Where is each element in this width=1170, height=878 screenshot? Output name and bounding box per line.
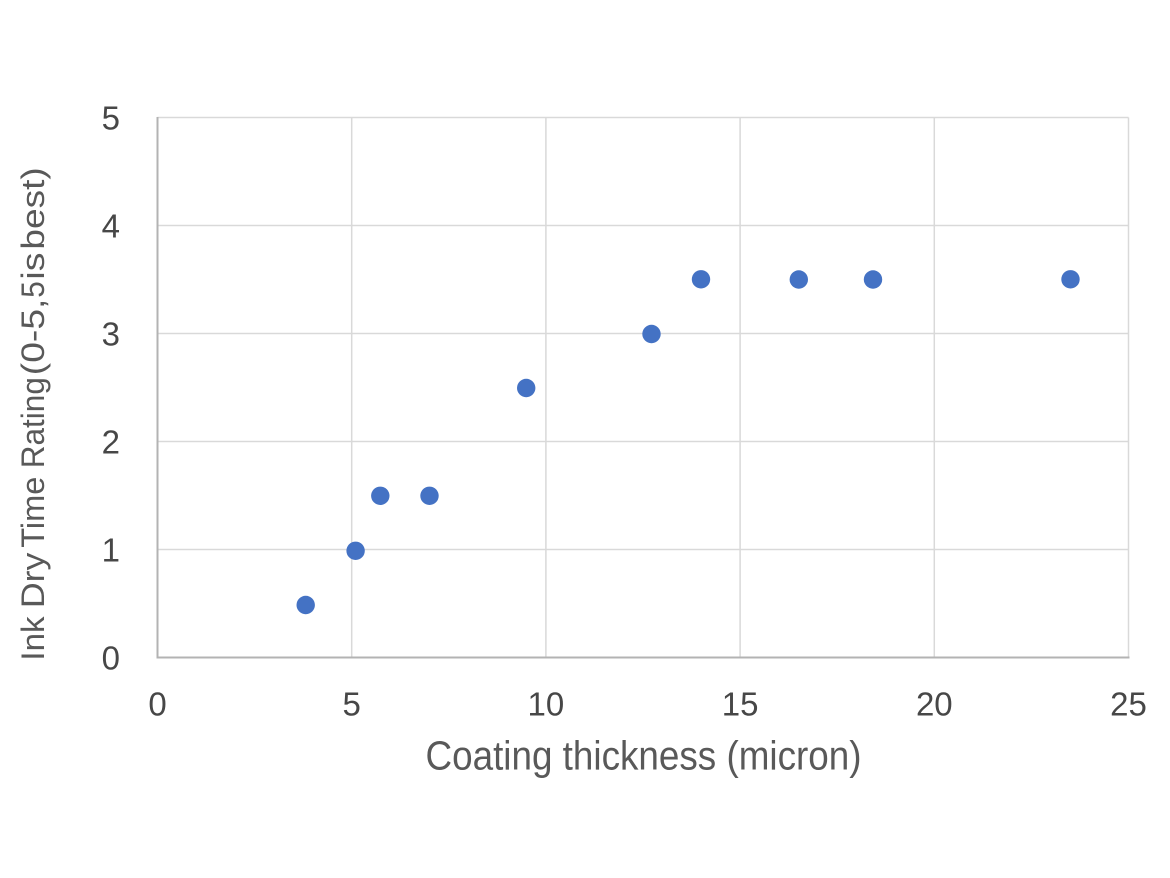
svg-text:0: 0 — [148, 686, 166, 723]
svg-text:5: 5 — [102, 99, 120, 136]
svg-text:5: 5 — [15, 281, 51, 298]
svg-text:1: 1 — [102, 531, 120, 568]
svg-text:4: 4 — [102, 207, 120, 244]
svg-text:15: 15 — [722, 686, 759, 723]
svg-text:Coating thickness (micron): Coating thickness (micron) — [426, 733, 862, 779]
svg-text:Rating: Rating — [15, 377, 51, 468]
svg-text:20: 20 — [916, 686, 953, 723]
svg-text:10: 10 — [528, 686, 565, 723]
svg-text:is: is — [15, 253, 51, 280]
svg-text:Dry: Dry — [15, 553, 51, 609]
svg-text:3: 3 — [102, 315, 120, 352]
svg-text:best): best) — [15, 167, 51, 249]
svg-text:Ink: Ink — [15, 615, 51, 660]
svg-text:0: 0 — [102, 639, 120, 676]
svg-text:5: 5 — [343, 686, 361, 723]
svg-text:2: 2 — [102, 423, 120, 460]
svg-text:Time: Time — [15, 477, 51, 548]
svg-text:(0-5,: (0-5, — [15, 299, 51, 376]
svg-text:25: 25 — [1110, 686, 1147, 723]
